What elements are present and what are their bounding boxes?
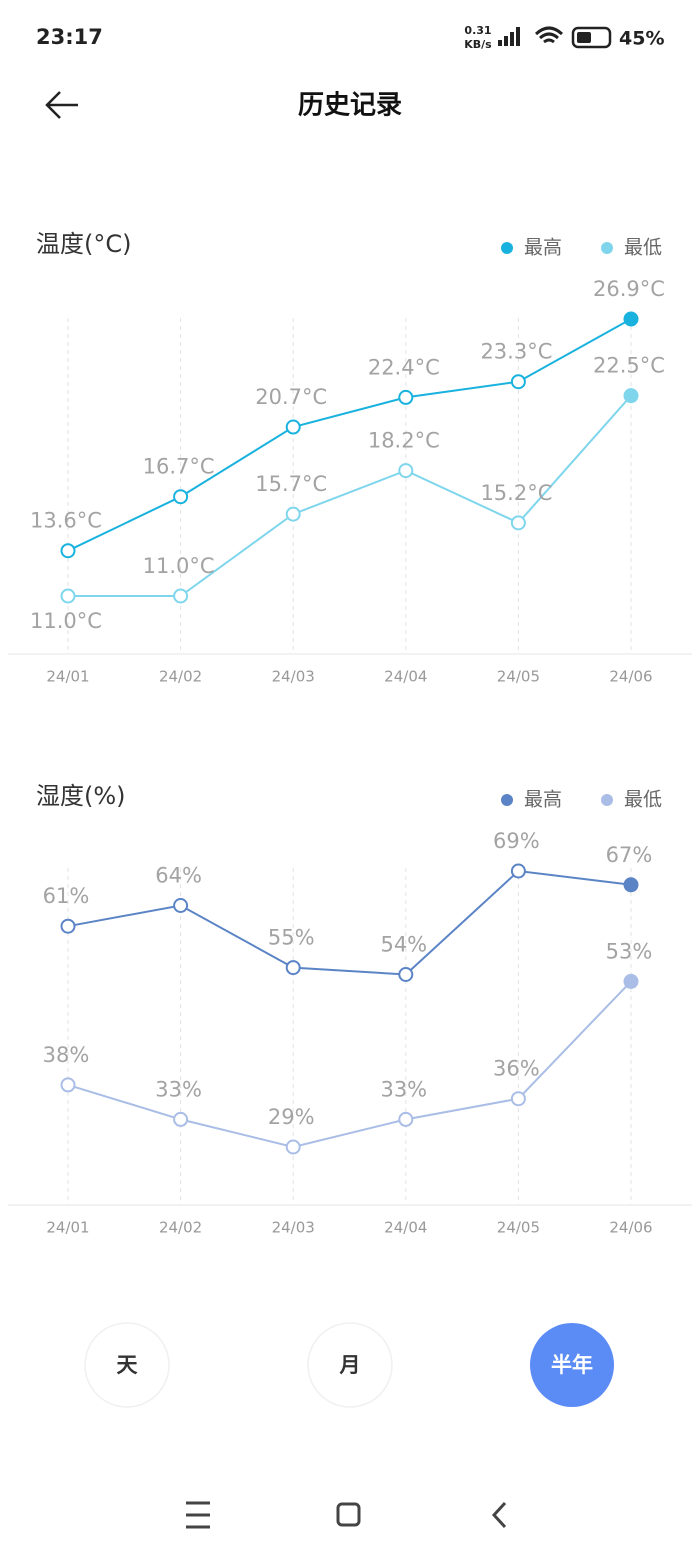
data-point [623,877,639,893]
data-label: 67% [606,843,653,867]
data-point [510,374,526,390]
page-title: 历史记录 [298,91,402,121]
series-line [67,318,632,552]
data-point [173,898,189,913]
button-label: 天 [117,1353,139,1377]
legend-dot [501,242,513,254]
data-label: 20.7°C [255,385,327,409]
nav-home[interactable] [336,1502,361,1527]
data-label: 69% [493,829,540,853]
x-tick-label: 24/06 [609,668,652,686]
data-point [398,967,414,982]
data-label: 11.0°C [30,609,102,633]
data-label: 54% [380,933,427,957]
series-line [68,394,632,597]
data-point [285,419,301,435]
x-tick-label: 24/02 [159,1219,202,1237]
legend-label: 最低 [624,237,662,259]
data-point [60,543,76,559]
button-circle [530,1323,614,1407]
battery-level [577,32,591,43]
nav-bar [186,1501,507,1529]
data-point [398,1111,414,1127]
chart-title: 温度(°C) [36,230,131,258]
x-tick-label: 24/01 [46,668,89,686]
net-speed: 0.31 [464,24,491,37]
data-label: 11.0°C [143,554,215,578]
data-point [623,388,639,404]
x-tick-label: 24/05 [497,668,540,686]
net-unit: KB/s [464,38,492,51]
data-label: 36% [493,1057,540,1081]
x-tick-label: 24/02 [159,668,202,686]
button-circle [84,1322,170,1408]
data-point [285,960,301,976]
data-point [398,389,414,405]
data-label: 38% [43,1043,90,1067]
x-tick-label: 24/03 [272,1219,315,1237]
button-label: 半年 [551,1353,593,1377]
data-point [173,588,189,604]
data-label: 22.4°C [368,355,440,379]
data-label: 53% [606,939,653,963]
legend-dot [601,242,613,254]
series-line [67,980,632,1149]
data-label: 15.2°C [480,481,552,505]
legend-label: 最低 [624,789,662,811]
x-tick-label: 24/03 [272,668,315,686]
data-point [60,918,76,934]
battery-icon [571,26,612,49]
data-point [60,1077,76,1093]
data-point [623,973,639,989]
data-point [285,1139,301,1155]
period-button[interactable]: 月 [307,1322,393,1408]
nav-back[interactable] [491,1501,507,1529]
data-label: 13.6°C [30,509,102,533]
button-circle [307,1322,393,1408]
data-point [173,1111,189,1127]
legend-label: 最高 [524,789,562,811]
period-button[interactable]: 半年 [530,1323,614,1407]
data-label: 61% [43,884,90,908]
wifi-icon [534,26,564,44]
data-label: 33% [155,1077,202,1101]
data-label: 29% [268,1105,315,1129]
legend-dot [501,794,513,806]
data-label: 16.7°C [143,455,215,479]
back-button[interactable] [45,91,78,119]
status-time: 23:17 [36,25,103,49]
data-label: 15.7°C [255,472,327,496]
data-point [285,506,301,522]
data-point [623,311,639,327]
data-label: 22.5°C [593,354,665,378]
x-tick-label: 24/04 [384,668,427,686]
data-point [510,515,526,531]
data-label: 26.9°C [593,277,665,301]
series-line [67,869,632,976]
button-label: 月 [339,1353,361,1377]
legend-dot [601,794,613,806]
data-point [60,588,76,604]
x-tick-label: 24/01 [46,1219,89,1237]
x-tick-label: 24/04 [384,1219,427,1237]
data-point [173,489,189,505]
data-point [510,863,526,879]
data-label: 33% [380,1077,427,1101]
data-point [398,463,414,479]
nav-menu[interactable] [186,1501,210,1529]
x-tick-label: 24/05 [497,1219,540,1237]
data-label: 55% [268,926,315,950]
data-label: 23.3°C [480,340,552,364]
data-point [510,1091,526,1107]
x-tick-label: 24/06 [609,1219,652,1237]
data-label: 18.2°C [368,429,440,453]
chart-title: 湿度(%) [36,782,126,810]
period-button[interactable]: 天 [84,1322,170,1408]
legend-label: 最高 [524,237,562,259]
battery-text: 45% [619,28,664,50]
signal-icon [498,27,520,46]
data-label: 64% [155,864,202,888]
